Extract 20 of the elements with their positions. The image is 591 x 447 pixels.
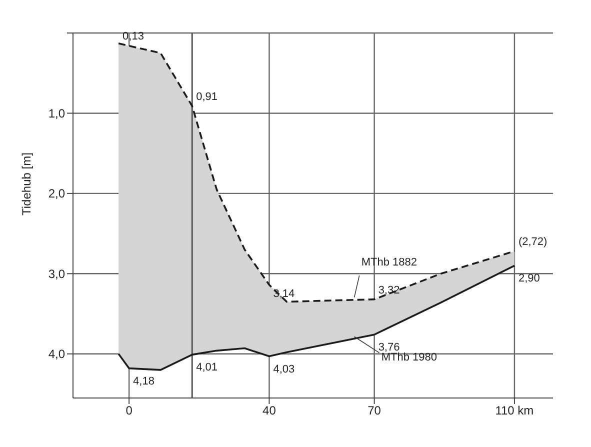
data-label: 3,76: [378, 342, 400, 354]
series-label: MThb 1980: [381, 352, 437, 364]
data-label: 3,32: [378, 284, 400, 296]
x-tick-label: 110 km: [495, 404, 534, 418]
data-label: (2,72): [518, 236, 548, 248]
data-label: 3,14: [273, 288, 295, 300]
y-tick-label: 3,0: [48, 266, 66, 281]
y-tick-label: 4,0: [48, 347, 66, 362]
line-series: [118, 42, 516, 303]
data-label: 4,18: [133, 375, 154, 388]
y-tick-label: 1,0: [48, 106, 66, 120]
data-label: 2,90: [518, 272, 540, 285]
y-axis-title: Tidehub [m]: [19, 152, 34, 216]
data-label: 0,91: [196, 91, 218, 103]
data-label: 4,01: [196, 362, 218, 374]
y-tick-label: 2,0: [48, 186, 66, 201]
x-tick-label: 40: [262, 404, 276, 418]
data-label: 4,03: [273, 363, 295, 376]
x-tick-label: 0: [126, 404, 133, 418]
x-tick-label: 70: [368, 404, 382, 418]
